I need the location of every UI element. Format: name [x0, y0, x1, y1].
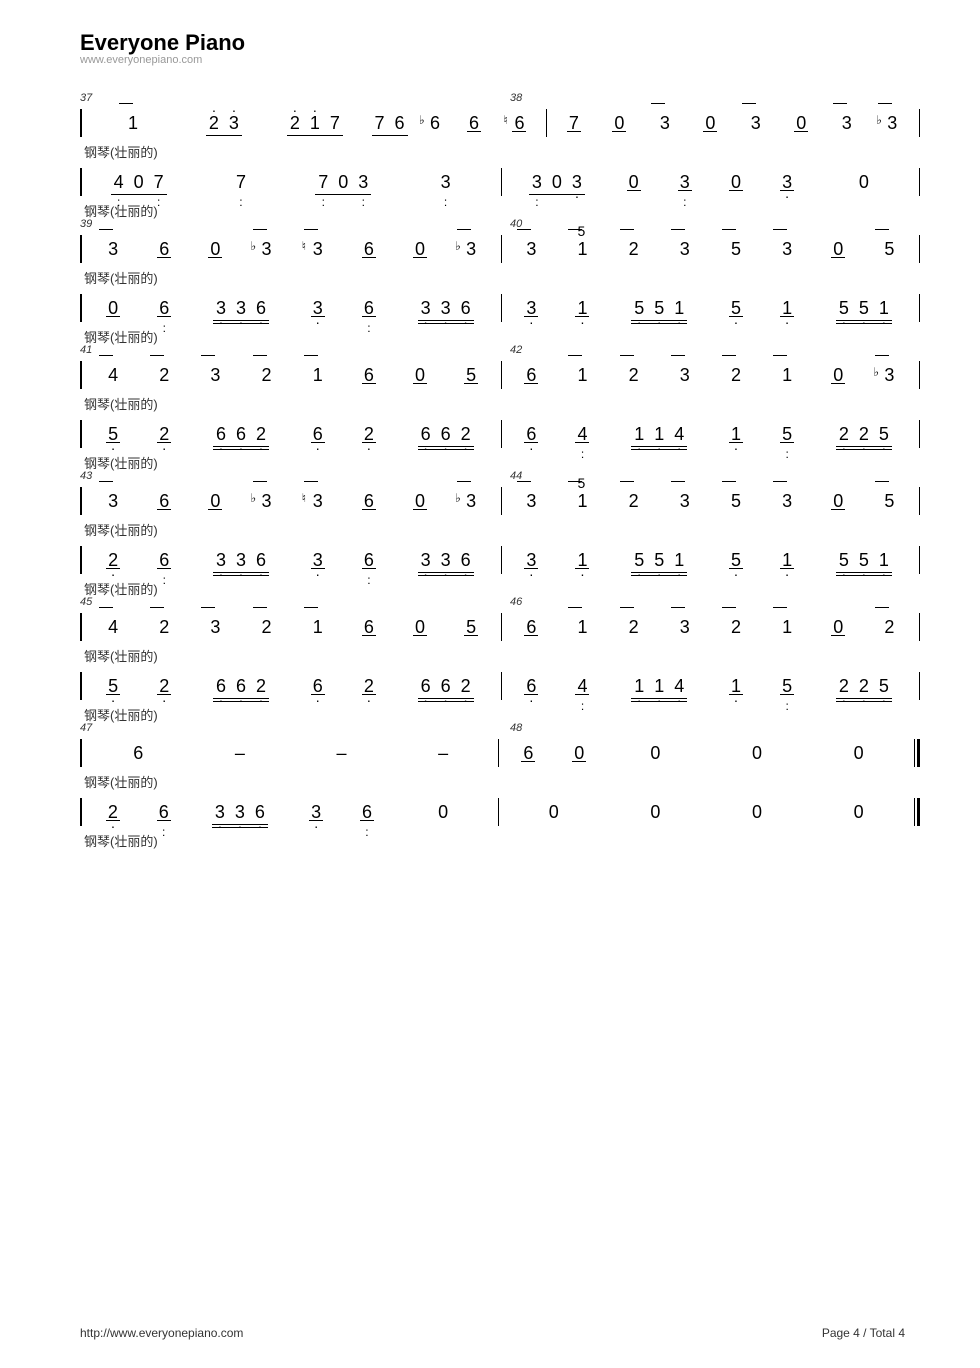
system-39-40: 39 40 36 0♭3 ♮36 0♭3 351 23 53 05 钢琴(壮丽的…: [80, 232, 920, 350]
treble-staff: 6 – – – 60 0 0 0: [80, 736, 920, 770]
measure-number: 48: [510, 722, 522, 734]
footer-url: http://www.everyonepiano.com: [80, 1326, 243, 1340]
instrument-label: 钢琴(壮丽的): [84, 705, 920, 724]
bass-staff: 26 336 36 336 31 551 51 551: [80, 543, 920, 577]
instrument-label: 钢琴(壮丽的): [84, 646, 920, 665]
final-barline: [914, 739, 921, 767]
bass-staff: 407 7 703 3 303 03 03 0: [80, 165, 920, 199]
page-header: Everyone Piano www.everyonepiano.com: [80, 30, 920, 66]
measure-number: 43: [80, 470, 92, 482]
measure-number: 38: [510, 92, 522, 104]
measure-number: 46: [510, 596, 522, 608]
instrument-label: 钢琴(壮丽的): [84, 142, 920, 161]
bass-staff: 52 662 62 662 64 114 15 225: [80, 669, 920, 703]
treble-staff: 42 32 16 05 61 23 21 0♭3: [80, 358, 920, 392]
measure-number: 41: [80, 344, 92, 356]
treble-staff: 1 23 217 76♭6 6♮6 70 30 30 3♭3: [80, 106, 920, 140]
site-title: Everyone Piano: [80, 30, 920, 56]
rest-dash: –: [438, 743, 448, 764]
system-41-42: 41 42 42 32 16 05 61 23 21 0♭3 钢琴(壮丽的) 5…: [80, 358, 920, 476]
system-43-44: 43 44 36 0♭3 ♮36 0♭3 351 23 53 05 钢琴(壮丽的…: [80, 484, 920, 602]
measure-number: 45: [80, 596, 92, 608]
rest-dash: –: [235, 743, 245, 764]
note: 1: [126, 113, 140, 134]
instrument-label: 钢琴(壮丽的): [84, 831, 920, 850]
bass-staff: 26 336 36 0 0 0 0 0: [80, 795, 920, 829]
bass-staff: 52 662 62 662 64 114 15 225: [80, 417, 920, 451]
instrument-label: 钢琴(壮丽的): [84, 268, 920, 287]
rest-dash: –: [337, 743, 347, 764]
music-sheet: 37 38 1 23 217 76♭6 6♮6 70 30 30 3♭3 钢琴(…: [80, 106, 920, 854]
treble-staff: 36 0♭3 ♮36 0♭3 351 23 53 05: [80, 232, 920, 266]
measure-number: 47: [80, 722, 92, 734]
system-47-48: 47 48 6 – – – 60 0 0 0 钢琴(壮丽的) 26 336 36…: [80, 736, 920, 854]
instrument-label: 钢琴(壮丽的): [84, 579, 920, 598]
instrument-label: 钢琴(壮丽的): [84, 394, 920, 413]
system-45-46: 45 46 42 32 16 05 61 23 21 02 钢琴(壮丽的) 52…: [80, 610, 920, 728]
bass-staff: 06 336 36 336 31 551 51 551: [80, 291, 920, 325]
final-barline: [914, 798, 921, 826]
measure-number: 39: [80, 218, 92, 230]
page-footer: http://www.everyonepiano.com Page 4 / To…: [80, 1326, 905, 1340]
instrument-label: 钢琴(壮丽的): [84, 453, 920, 472]
instrument-label: 钢琴(壮丽的): [84, 327, 920, 346]
measure-number: 42: [510, 344, 522, 356]
instrument-label: 钢琴(壮丽的): [84, 520, 920, 539]
measure-number: 37: [80, 92, 92, 104]
treble-staff: 36 0♭3 ♮36 0♭3 351 23 53 05: [80, 484, 920, 518]
treble-staff: 42 32 16 05 61 23 21 02: [80, 610, 920, 644]
page-number: Page 4 / Total 4: [822, 1326, 905, 1340]
instrument-label: 钢琴(壮丽的): [84, 772, 920, 791]
instrument-label: 钢琴(壮丽的): [84, 201, 920, 220]
system-37-38: 37 38 1 23 217 76♭6 6♮6 70 30 30 3♭3 钢琴(…: [80, 106, 920, 224]
